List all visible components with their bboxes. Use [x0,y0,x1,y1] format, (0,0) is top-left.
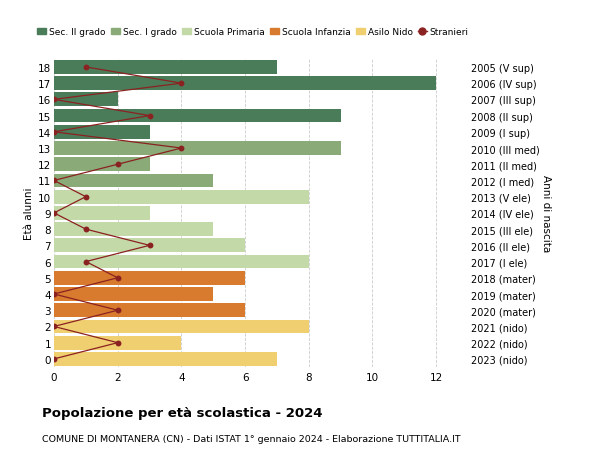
Point [49,96,59,104]
Text: COMUNE DI MONTANERA (CN) - Dati ISTAT 1° gennaio 2024 - Elaborazione TUTTITALIA.: COMUNE DI MONTANERA (CN) - Dati ISTAT 1°… [42,434,461,443]
Bar [54,287,213,301]
Point [81,258,91,266]
Bar [54,126,149,140]
Bar [54,352,277,366]
Bar [54,174,213,188]
Text: Popolazione per età scolastica - 2024: Popolazione per età scolastica - 2024 [42,406,323,419]
Bar [54,77,436,91]
Bar [54,239,245,253]
Bar [54,336,181,350]
Point [81,194,91,201]
Bar [54,271,245,285]
Bar [54,255,309,269]
Point [176,80,186,88]
Bar [54,93,118,107]
Point [113,161,122,168]
Point [145,112,154,120]
Bar [54,320,309,334]
Point [49,323,59,330]
Point [176,145,186,152]
Point [113,339,122,347]
Point [113,274,122,282]
Point [49,129,59,136]
Point [145,242,154,250]
Point [81,226,91,233]
Bar [54,158,149,172]
Legend: Sec. II grado, Sec. I grado, Scuola Primaria, Scuola Infanzia, Asilo Nido, Stran: Sec. II grado, Sec. I grado, Scuola Prim… [34,24,472,40]
Point [113,307,122,314]
Bar [54,109,341,123]
Bar [54,223,213,236]
Bar [54,207,149,220]
Point [49,210,59,217]
Bar [54,142,341,156]
Point [49,355,59,363]
Bar [54,304,245,318]
Bar [54,190,309,204]
Y-axis label: Età alunni: Età alunni [24,187,34,240]
Point [49,177,59,185]
Point [81,64,91,72]
Y-axis label: Anni di nascita: Anni di nascita [541,175,551,252]
Point [49,291,59,298]
Bar [54,61,277,75]
